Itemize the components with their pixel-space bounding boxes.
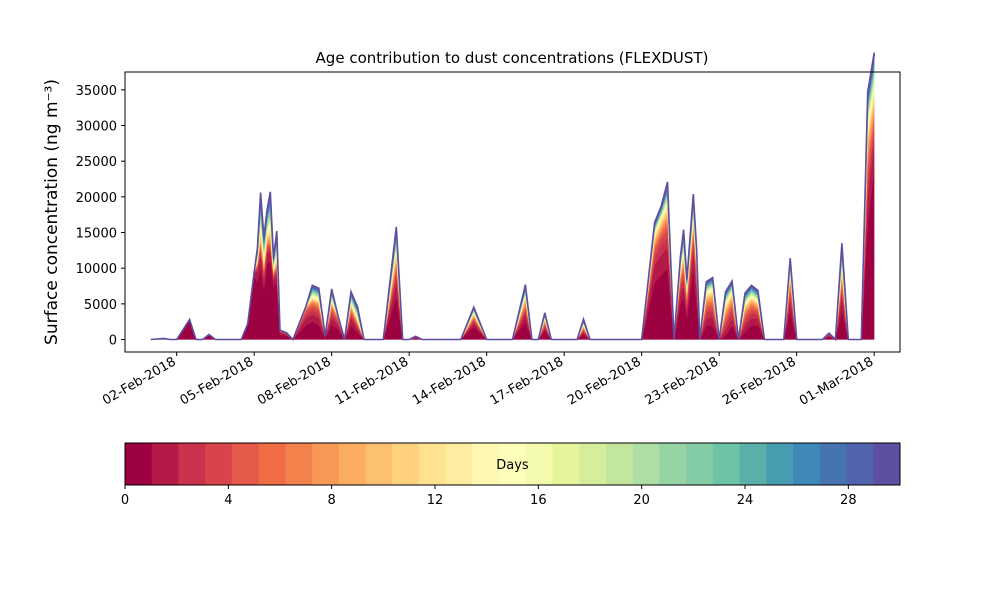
colorbar-tick-label: 28 bbox=[840, 493, 857, 508]
colorbar-segment bbox=[873, 443, 901, 485]
colorbar-segment bbox=[445, 443, 473, 485]
colorbar-segment bbox=[739, 443, 767, 485]
colorbar-segment bbox=[125, 443, 153, 485]
colorbar-frame bbox=[124, 442, 901, 486]
colorbar-segment bbox=[712, 443, 741, 485]
colorbar-segment bbox=[178, 443, 206, 485]
y-axis-label: Surface concentration (ng m⁻³) bbox=[42, 79, 62, 345]
colorbar-tick-label: 12 bbox=[427, 493, 444, 508]
colorbar-segment bbox=[258, 443, 286, 485]
colorbar-segment bbox=[499, 443, 527, 485]
y-tick-label: 25000 bbox=[76, 155, 117, 170]
x-tick-label: 17-Feb-2018 bbox=[488, 354, 567, 408]
y-tick-label: 0 bbox=[109, 334, 117, 349]
colorbar-segment bbox=[525, 443, 554, 485]
x-tick-label: 14-Feb-2018 bbox=[410, 354, 489, 408]
y-tick-label: 35000 bbox=[76, 84, 117, 99]
colorbar-segment bbox=[151, 443, 179, 485]
y-tick-label: 10000 bbox=[76, 262, 117, 277]
colorbar-segment bbox=[686, 443, 714, 485]
colorbar-segment bbox=[659, 443, 687, 485]
colorbar-segment bbox=[418, 443, 447, 485]
colorbar-tick-label: 8 bbox=[328, 493, 336, 508]
colorbar-segment bbox=[632, 443, 660, 485]
x-tick-label: 02-Feb-2018 bbox=[100, 354, 179, 408]
colorbar-segment bbox=[205, 443, 233, 485]
x-tick-label: 20-Feb-2018 bbox=[565, 354, 644, 408]
y-tick-label: 30000 bbox=[76, 120, 117, 135]
colorbar-segment bbox=[766, 443, 794, 485]
plot-area: 0 5000 10000 15000 20000 25000 30000 35000 02-Fe… bbox=[76, 52, 901, 409]
colorbar-segment bbox=[285, 443, 313, 485]
colorbar-tick-label: 20 bbox=[633, 493, 650, 508]
x-tick-label: 26-Feb-2018 bbox=[720, 354, 799, 408]
colorbar-segment bbox=[392, 443, 420, 485]
x-tick-label: 11-Feb-2018 bbox=[333, 354, 412, 408]
colorbar-segment bbox=[819, 443, 848, 485]
x-tick-label: 05-Feb-2018 bbox=[178, 354, 257, 408]
colorbar-label: Days bbox=[496, 458, 529, 473]
y-tick-label: 15000 bbox=[76, 227, 117, 242]
y-tick-label: 5000 bbox=[84, 298, 117, 313]
colorbar-segment bbox=[338, 443, 367, 485]
colorbar: Days 0 4 8 12 16 20 24 28 bbox=[121, 442, 901, 508]
colorbar-segment bbox=[793, 443, 821, 485]
colorbar-segment bbox=[365, 443, 393, 485]
x-tick-label: 23-Feb-2018 bbox=[643, 354, 722, 408]
colorbar-segment bbox=[472, 443, 500, 485]
chart-title: Age contribution to dust concentrations … bbox=[316, 49, 709, 67]
x-tick-label: 08-Feb-2018 bbox=[255, 354, 334, 408]
y-tick-label: 20000 bbox=[76, 191, 117, 206]
colorbar-segment bbox=[606, 443, 634, 485]
colorbar-segment bbox=[552, 443, 580, 485]
colorbar-segment bbox=[231, 443, 260, 485]
plot-frame bbox=[124, 71, 901, 353]
colorbar-segment bbox=[312, 443, 340, 485]
colorbar-tick-label: 24 bbox=[737, 493, 754, 508]
colorbar-segment bbox=[579, 443, 607, 485]
area-series-29 bbox=[150, 52, 875, 342]
x-tick-label: 01-Mar-2018 bbox=[797, 354, 876, 408]
colorbar-tick-label: 4 bbox=[224, 493, 232, 508]
colorbar-tick-label: 16 bbox=[530, 493, 547, 508]
colorbar-segment bbox=[846, 443, 874, 485]
colorbar-tick-label: 0 bbox=[121, 493, 129, 508]
